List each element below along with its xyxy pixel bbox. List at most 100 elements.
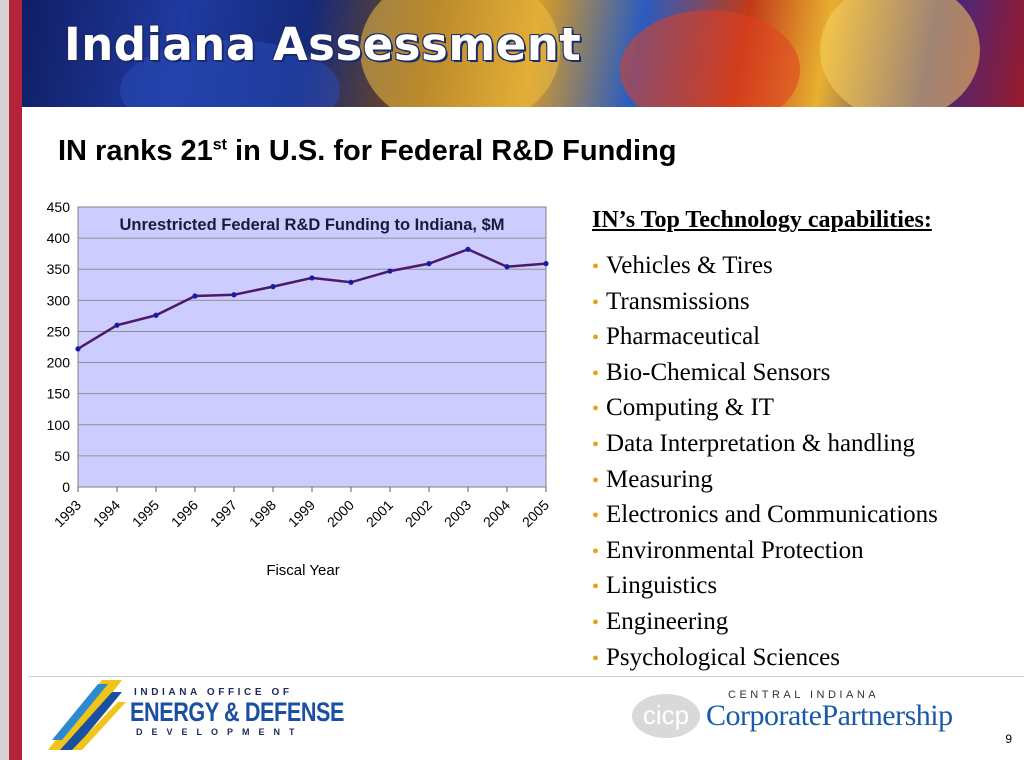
- data-point: [504, 264, 510, 270]
- x-tick-label: 1996: [168, 497, 201, 530]
- capability-item: • Bio-Chemical Sensors: [592, 357, 938, 393]
- x-tick-label: 2000: [324, 497, 357, 530]
- capability-item: • Transmissions: [592, 286, 938, 322]
- capabilities-list: • Vehicles & Tires • Transmissions • Pharmace…: [592, 250, 938, 677]
- subtitle-text: IN ranks 21: [58, 135, 213, 167]
- x-tick-label: 2004: [480, 497, 513, 530]
- y-tick-label: 0: [62, 479, 70, 495]
- x-tick-label: 2003: [441, 497, 474, 530]
- logo-right-line2: CorporatePartnership: [706, 699, 953, 732]
- capability-item: • Psychological Sciences: [592, 642, 938, 678]
- bullet-icon: •: [592, 611, 600, 634]
- data-point: [465, 246, 471, 252]
- x-tick-label: 1997: [207, 497, 240, 530]
- bullet-icon: •: [592, 398, 600, 421]
- line-chart: 0 50 100 150 200 250 300 350 400 450 1993 1994 1995…: [47, 199, 553, 579]
- y-tick-label: 100: [47, 417, 71, 433]
- logo-left-line1: INDIANA OFFICE OF: [134, 687, 293, 698]
- slide-subtitle: IN ranks 21st in U.S. for Federal R&D Fu…: [58, 135, 677, 168]
- data-point: [348, 279, 354, 285]
- x-tick-label: 1994: [90, 497, 123, 530]
- y-tick-label: 50: [54, 448, 70, 464]
- data-point: [192, 293, 198, 299]
- bullet-icon: •: [592, 362, 600, 385]
- data-point: [309, 275, 315, 281]
- y-tick-label: 150: [47, 386, 71, 402]
- capability-item: • Electronics and Communications: [592, 499, 938, 535]
- bullet-icon: •: [592, 647, 600, 670]
- capability-item: • Engineering: [592, 606, 938, 642]
- bullet-icon: •: [592, 433, 600, 456]
- capability-item: • Pharmaceutical: [592, 321, 938, 357]
- stripes-icon: [48, 680, 126, 750]
- left-accent-strip-inner: [0, 0, 9, 760]
- bullet-icon: •: [592, 291, 600, 314]
- capability-item: • Computing & IT: [592, 392, 938, 428]
- bullet-icon: •: [592, 576, 600, 599]
- capability-label: Vehicles & Tires: [606, 252, 773, 279]
- x-tick-label: 2005: [519, 497, 552, 530]
- x-tick-label: 1995: [129, 497, 162, 530]
- slide-title: Indiana Assessment: [64, 18, 582, 71]
- bullet-icon: •: [592, 469, 600, 492]
- capability-label: Data Interpretation & handling: [606, 429, 915, 457]
- cicp-mark-icon: cicp: [632, 694, 700, 738]
- capability-item: • Data Interpretation & handling: [592, 428, 938, 464]
- subtitle-text-rest: in U.S. for Federal R&D Funding: [227, 135, 677, 167]
- capability-item: • Measuring: [592, 464, 938, 500]
- x-tick-label: 1999: [285, 497, 318, 530]
- x-tick-label: 1998: [246, 497, 279, 530]
- page-number: 9: [1005, 732, 1012, 746]
- capability-label: Engineering: [606, 607, 729, 635]
- y-tick-label: 450: [47, 199, 71, 215]
- banner-decoration: [360, 0, 560, 107]
- logo-left-line2: ENERGY & DEFENSE: [130, 697, 345, 727]
- y-tick-label: 200: [47, 355, 71, 371]
- y-tick-label: 300: [47, 292, 71, 308]
- data-point: [231, 292, 237, 298]
- data-point: [270, 284, 276, 290]
- capability-item: • Vehicles & Tires: [592, 250, 938, 286]
- logo-left-line3: DEVELOPMENT: [136, 727, 304, 737]
- capabilities-title: IN’s Top Technology capabilities:: [592, 207, 932, 233]
- header-banner: [0, 0, 1024, 107]
- subtitle-superscript: st: [212, 136, 227, 154]
- logo-right-line1: CENTRAL INDIANA: [728, 689, 880, 701]
- capability-label: Electronics and Communications: [606, 501, 938, 529]
- x-axis-label: Fiscal Year: [266, 562, 339, 579]
- energy-defense-logo: INDIANA OFFICE OF ENERGY & DEFENSE DEVEL…: [46, 678, 344, 754]
- banner-decoration: [820, 0, 980, 107]
- data-point: [543, 261, 549, 267]
- data-point: [114, 322, 120, 328]
- capability-label: Environmental Protection: [606, 536, 864, 564]
- footer-divider: [28, 676, 1024, 677]
- x-tick-label: 1993: [51, 497, 84, 530]
- corporate-partnership-logo: cicp CENTRAL INDIANA CorporatePartnershi…: [630, 685, 960, 745]
- chart-title: Unrestricted Federal R&D Funding to Indi…: [119, 216, 504, 234]
- y-tick-label: 250: [47, 323, 71, 339]
- bullet-icon: •: [592, 256, 600, 278]
- data-point: [153, 312, 159, 318]
- x-tick-label: 2002: [402, 497, 435, 530]
- capability-label: Psychological Sciences: [606, 643, 840, 671]
- plot-area: [77, 206, 547, 488]
- x-tick-label: 2001: [363, 497, 396, 530]
- y-tick-label: 400: [47, 230, 71, 246]
- bullet-icon: •: [592, 327, 600, 350]
- capability-label: Linguistics: [606, 572, 718, 600]
- bullet-icon: •: [592, 505, 600, 528]
- y-tick-label: 350: [47, 261, 71, 277]
- capability-item: • Environmental Protection: [592, 535, 938, 571]
- bullet-icon: •: [592, 540, 600, 563]
- data-point: [426, 261, 432, 267]
- capability-item: • Linguistics: [592, 570, 938, 606]
- data-point: [387, 268, 393, 274]
- banner-decoration: [620, 10, 800, 107]
- capability-label: Computing & IT: [606, 394, 775, 422]
- capability-label: Measuring: [606, 465, 713, 493]
- capability-label: Bio-Chemical Sensors: [606, 358, 831, 386]
- cicp-mark-text: cicp: [643, 700, 689, 730]
- capability-label: Pharmaceutical: [606, 323, 761, 351]
- capability-label: Transmissions: [606, 287, 750, 315]
- data-point: [75, 346, 81, 352]
